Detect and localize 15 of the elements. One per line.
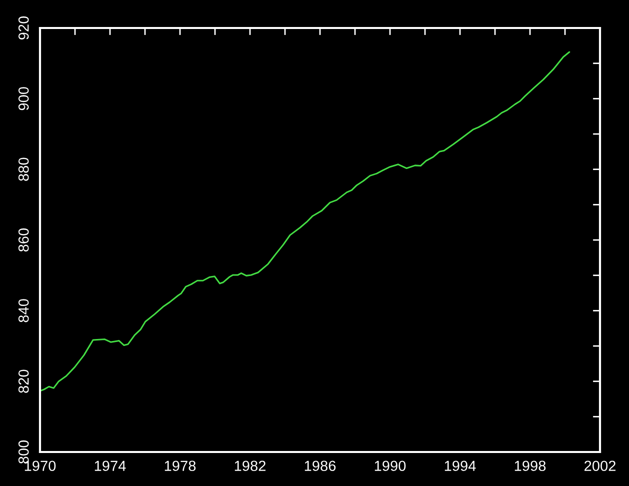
- x-tick-label: 1998: [514, 460, 546, 472]
- x-tick-label: 1986: [304, 460, 336, 472]
- x-tick-label: 1990: [374, 460, 406, 472]
- y-tick-label: 920: [18, 16, 29, 40]
- y-tick-label: 840: [18, 299, 29, 322]
- y-tick-label: 820: [18, 370, 29, 393]
- x-tick-label: 2002: [584, 460, 616, 472]
- y-tick-label: 900: [18, 87, 29, 110]
- line-series: [40, 51, 570, 392]
- x-tick-label: 1982: [234, 460, 266, 472]
- y-tick-label: 860: [18, 228, 29, 252]
- x-tick-label: 1978: [164, 460, 196, 472]
- y-tick-label: 880: [18, 158, 29, 181]
- x-tick-label: 1974: [94, 460, 126, 472]
- x-tick-label: 1994: [444, 460, 476, 472]
